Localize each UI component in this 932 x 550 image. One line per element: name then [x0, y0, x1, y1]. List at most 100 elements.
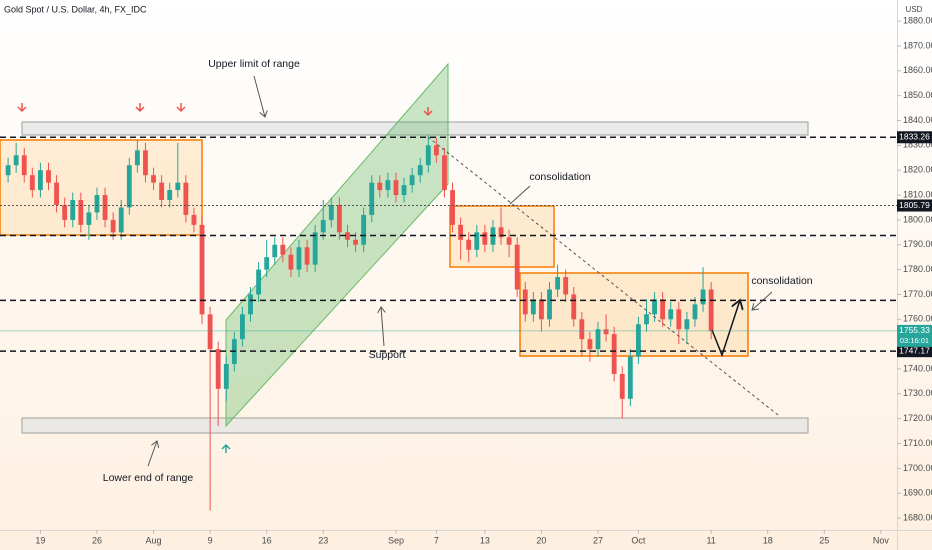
arrow-down — [176, 103, 186, 113]
x-tick-label: 25 — [819, 535, 829, 545]
price-badge-label: 1833.26 — [899, 132, 930, 142]
candle-body — [223, 364, 229, 389]
candle-body — [627, 356, 633, 399]
annotation: Lower end of range — [103, 472, 194, 484]
x-tick-label: 18 — [763, 535, 773, 545]
candle-body — [264, 257, 270, 270]
y-tick-label: 1820.00 — [903, 165, 932, 175]
x-tick-label: 23 — [318, 535, 328, 545]
projection-arrow — [711, 300, 740, 358]
candle-body — [256, 269, 262, 295]
annotation: Upper limit of range — [208, 58, 300, 70]
candle-body — [361, 214, 367, 245]
y-tick-label: 1760.00 — [903, 314, 932, 324]
arrow-up — [221, 443, 231, 453]
candle-body — [167, 190, 173, 201]
price-badge — [897, 131, 932, 144]
candle-body — [240, 314, 245, 340]
lower-range-zone — [21, 417, 809, 434]
candle-body — [530, 299, 536, 315]
candle-body — [183, 182, 189, 215]
annotation-pointer — [253, 75, 265, 117]
x-tick-label: 19 — [35, 535, 45, 545]
chart-title: Gold Spot / U.S. Dollar, 4h, FX_IDC — [4, 4, 147, 14]
candle-body — [684, 319, 690, 330]
y-tick-label: 1880.00 — [903, 15, 932, 25]
candle-body — [312, 232, 318, 265]
consolidation-box — [519, 272, 749, 357]
upper-range-zone — [21, 121, 809, 136]
candle-body — [207, 314, 213, 350]
x-tick-label: 16 — [262, 535, 272, 545]
candle-body — [143, 150, 148, 176]
candle-body — [215, 349, 221, 389]
candle-body — [466, 239, 472, 250]
candle-body — [409, 175, 415, 186]
y-tick-label: 1840.00 — [903, 115, 932, 125]
candle-body — [563, 277, 569, 295]
candle-body — [498, 227, 504, 238]
price-badge — [897, 345, 932, 358]
candle-body — [708, 289, 714, 331]
candle-body — [417, 165, 423, 176]
candle-body — [62, 204, 68, 220]
y-tick-label: 1710.00 — [903, 438, 932, 448]
arrow-down — [17, 103, 27, 113]
candle-body — [539, 299, 544, 320]
y-tick-label: 1870.00 — [903, 40, 932, 50]
candle-body — [280, 244, 286, 255]
y-tick-label: 1770.00 — [903, 289, 932, 299]
y-tick-label: 1690.00 — [903, 488, 932, 498]
arrow-down — [135, 103, 145, 113]
candle-body — [296, 247, 302, 270]
candle-body — [118, 207, 124, 233]
x-tick-label: 9 — [208, 535, 213, 545]
candle-body — [126, 165, 132, 208]
x-tick-label: 7 — [434, 535, 439, 545]
candle-body — [288, 254, 294, 270]
x-tick-label: Nov — [873, 535, 890, 545]
candle-body — [134, 150, 140, 166]
trend-line — [427, 136, 779, 416]
candle-body — [377, 182, 383, 191]
x-tick-label: Sep — [388, 535, 404, 545]
candle-body — [660, 299, 666, 320]
y-tick-label: 1790.00 — [903, 239, 932, 249]
candle-body — [611, 334, 617, 374]
annotation-pointer — [381, 307, 384, 347]
candle-body — [328, 204, 334, 220]
candle-body — [78, 200, 84, 225]
candle-body — [29, 175, 35, 191]
price-badge-label: 1805.79 — [899, 200, 930, 210]
x-tick-label: 13 — [480, 535, 490, 545]
candle-body — [603, 329, 609, 335]
candle-body — [94, 195, 100, 213]
candle-body — [595, 329, 601, 350]
y-tick-label: 1830.00 — [903, 140, 932, 150]
candle-body — [652, 299, 657, 315]
candle-body — [393, 180, 399, 196]
y-tick-label: 1730.00 — [903, 388, 932, 398]
candle-body — [320, 219, 326, 233]
candle-body — [442, 155, 447, 191]
candle-body — [401, 185, 407, 196]
candle-body — [110, 219, 116, 233]
candle-body — [514, 244, 520, 290]
y-tick-label: 1800.00 — [903, 214, 932, 224]
y-tick-label: 1740.00 — [903, 363, 932, 373]
candle-body — [547, 289, 552, 320]
price-badge-label: 1747.17 — [899, 345, 930, 355]
candle-body — [272, 244, 278, 258]
x-tick-label: 20 — [536, 535, 546, 545]
candle-body — [522, 289, 528, 315]
candle-body — [450, 190, 455, 225]
candle-body — [571, 294, 577, 320]
candle-body — [635, 324, 641, 357]
candle-body — [433, 145, 439, 156]
candle-body — [46, 170, 51, 183]
candle-body — [506, 237, 512, 245]
x-tick-label: 27 — [593, 535, 603, 545]
